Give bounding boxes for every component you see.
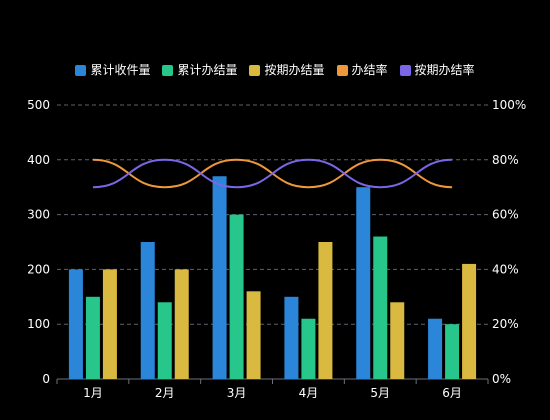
bar [284, 296, 299, 379]
series-line [92, 158, 453, 189]
bar [462, 263, 477, 379]
bar [373, 236, 388, 379]
bar [85, 296, 100, 379]
y-right-tick-label: 60% [492, 208, 519, 222]
bar [102, 269, 117, 379]
legend-swatch [399, 64, 411, 76]
legend-swatch [75, 64, 87, 76]
legend-label: 累计收件量 [90, 63, 151, 77]
legend-label: 按期办结量 [264, 63, 325, 77]
x-tick-label: 2月 [155, 386, 175, 400]
y-left-tick-label: 0 [42, 372, 50, 386]
bar [445, 324, 460, 379]
legend-swatch [162, 64, 174, 76]
legend-swatch [336, 64, 348, 76]
bar [428, 318, 443, 379]
y-right-tick-label: 20% [492, 317, 519, 331]
x-tick-label: 5月 [370, 386, 390, 400]
x-tick-label: 1月 [83, 386, 103, 400]
bar [68, 269, 83, 379]
x-tick-label: 6月 [442, 386, 462, 400]
bar [390, 302, 405, 379]
y-right-tick-label: 0% [492, 372, 511, 386]
legend-swatch [249, 64, 261, 76]
y-right-tick-label: 40% [492, 262, 519, 276]
legend-item[interactable]: 办结率 [336, 62, 388, 78]
y-left-tick-label: 200 [27, 262, 50, 276]
x-tick-label: 3月 [227, 386, 247, 400]
bar [301, 318, 316, 379]
y-left-tick-label: 300 [27, 208, 50, 222]
legend-item[interactable]: 累计收件量 [75, 62, 150, 78]
y-left-tick-label: 400 [27, 153, 50, 167]
bar [212, 176, 227, 379]
y-left-tick-label: 100 [27, 317, 50, 331]
y-left-tick-label: 500 [27, 98, 50, 112]
bar [318, 242, 333, 379]
legend-label: 累计办结量 [177, 63, 238, 77]
bar [229, 214, 244, 379]
legend-item[interactable]: 按期办结量 [249, 62, 325, 78]
legend-label: 按期办结率 [414, 63, 475, 77]
bar [246, 291, 261, 379]
legend-item[interactable]: 按期办结率 [399, 62, 475, 78]
bar [157, 302, 172, 379]
bar [174, 269, 189, 379]
y-right-tick-label: 80% [492, 153, 519, 167]
bar [356, 187, 371, 379]
legend-item[interactable]: 累计办结量 [162, 62, 237, 78]
bar [140, 242, 155, 379]
y-right-tick-label: 100% [492, 98, 526, 112]
legend-label: 办结率 [351, 63, 388, 77]
x-tick-label: 4月 [299, 386, 319, 400]
legend: 累计收件量 累计办结量 按期办结量 办结率 按期办结率 [0, 62, 550, 78]
